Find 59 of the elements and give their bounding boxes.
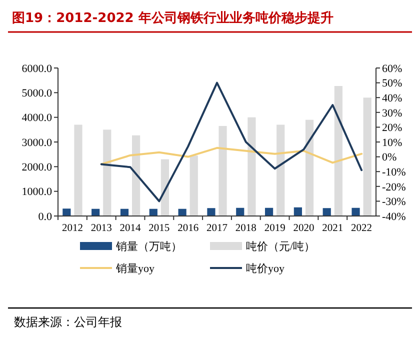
bar <box>74 124 82 216</box>
y2-tick-label: 30% <box>382 107 402 120</box>
bar <box>190 156 198 216</box>
bar <box>178 208 186 216</box>
bar <box>160 159 170 216</box>
bar <box>294 207 302 216</box>
bar <box>264 208 274 216</box>
legend-label: 销量yoy <box>115 262 155 275</box>
x-tick-label: 2016 <box>178 223 199 234</box>
legend-label: 吨价（元/吨） <box>246 240 316 253</box>
y-tick-label: 5000.0 <box>22 88 52 100</box>
line-series <box>100 146 363 166</box>
y-tick-label: 3000.0 <box>22 136 52 149</box>
line-series <box>100 82 363 202</box>
bar <box>276 124 285 216</box>
bar <box>322 208 331 216</box>
y2-tick-label: -30% <box>382 196 406 208</box>
legend-label: 销量（万吨） <box>115 240 182 253</box>
bar <box>305 120 314 216</box>
x-tick-label: 2018 <box>235 223 256 234</box>
bar <box>363 98 372 216</box>
legend-label: 吨价yoy <box>246 262 285 275</box>
y2-tick-label: 0% <box>382 152 397 164</box>
x-tick-label: 2013 <box>90 223 112 234</box>
x-tick-label: 2014 <box>120 223 142 234</box>
y2-tick-label: 50% <box>382 78 402 90</box>
source-note: 数据来源：公司年报 <box>14 315 122 329</box>
bar <box>103 130 112 216</box>
y-tick-label: 1000.0 <box>22 186 52 198</box>
chart-title: 图19：2012-2022 年公司钢铁行业业务吨价稳步提升 <box>12 10 334 26</box>
y2-tick-label: 20% <box>382 122 402 134</box>
bar <box>248 117 256 216</box>
bar <box>218 126 227 216</box>
x-tick-label: 2012 <box>62 223 83 234</box>
bar <box>120 208 129 216</box>
bar <box>236 208 244 216</box>
y2-tick-label: 60% <box>382 62 402 75</box>
bar <box>92 208 100 216</box>
bar <box>62 208 71 216</box>
bar <box>352 208 360 216</box>
bar <box>149 208 158 216</box>
y2-tick-label: 10% <box>382 136 402 149</box>
bar <box>207 208 216 216</box>
x-tick-label: 2015 <box>148 223 170 234</box>
y2-tick-label: -40% <box>382 210 406 223</box>
bar <box>334 86 342 216</box>
y2-tick-label: 40% <box>382 92 402 104</box>
x-tick-label: 2017 <box>206 223 228 234</box>
y-tick-label: 2000.0 <box>22 162 52 174</box>
x-tick-label: 2020 <box>293 223 314 234</box>
y-tick-label: 0.0 <box>38 210 52 223</box>
x-tick-label: 2019 <box>264 223 286 234</box>
y2-tick-label: -20% <box>382 181 406 194</box>
y2-tick-label: -10% <box>382 166 406 178</box>
y-tick-label: 6000.0 <box>22 62 52 75</box>
y-tick-label: 4000.0 <box>22 112 52 124</box>
bar <box>132 135 140 216</box>
x-tick-label: 2021 <box>322 223 344 234</box>
x-tick-label: 2022 <box>351 223 372 234</box>
